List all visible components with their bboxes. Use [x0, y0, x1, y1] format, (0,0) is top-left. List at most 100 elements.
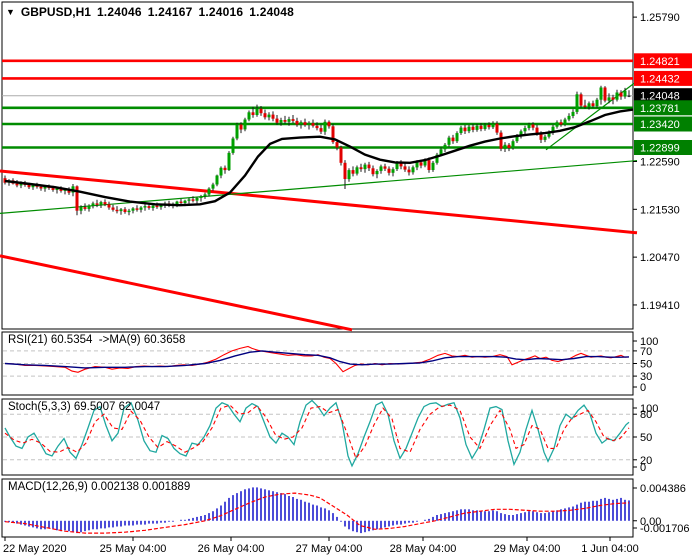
candle-body	[483, 124, 487, 129]
ohlc-close: 1.24048	[249, 5, 295, 19]
candle-body	[591, 103, 595, 106]
price-tag-label: 1.23420	[640, 119, 680, 131]
candle-body	[39, 186, 43, 189]
candle-body	[371, 168, 375, 175]
time-axis-label: 22 May 2020	[3, 543, 67, 555]
candle-body	[59, 188, 63, 191]
rsi-indicator-label: RSI(21) 60.5354 ->MA(9) 60.3658	[8, 334, 186, 346]
rsi-scale-label: 0	[640, 382, 646, 394]
trendline[interactable]	[0, 169, 638, 235]
candle-body	[135, 208, 139, 210]
candle-body	[303, 122, 307, 125]
time-axis-label: 27 May 04:00	[296, 543, 363, 555]
candle-body	[527, 124, 531, 129]
candle-body	[347, 170, 351, 180]
candle-body	[479, 125, 483, 129]
candle-body	[455, 133, 459, 142]
candle-body	[519, 131, 523, 137]
symbol-dropdown-icon[interactable]: ▼	[6, 7, 15, 17]
candle-body	[507, 144, 511, 148]
candle-body	[475, 125, 479, 130]
price-axis: 1.25790 1.22590 1.21530 1.20470 1.19410 1.248…	[633, 12, 692, 312]
candle-body	[583, 105, 587, 107]
candle-body	[155, 205, 159, 208]
candle-body	[79, 207, 83, 211]
candle-body	[503, 144, 507, 149]
price-tag	[634, 100, 692, 116]
candle-body	[447, 137, 451, 145]
trendline[interactable]	[545, 82, 635, 151]
stoch-scale-label: 0	[640, 462, 646, 474]
price-tag-label: 1.24048	[640, 91, 680, 103]
time-axis-label: 28 May 04:00	[390, 543, 457, 555]
time-axis-label: 1 Jun 04:00	[581, 543, 639, 555]
candle-body	[119, 209, 123, 212]
candle-body	[411, 167, 415, 173]
candle-body	[467, 126, 471, 132]
candle-body	[335, 142, 339, 148]
candle-body	[555, 122, 559, 127]
candle-body	[207, 188, 211, 195]
macd-panel-border	[1, 478, 634, 538]
candle-body	[355, 167, 359, 174]
price-axis-label: 1.21530	[640, 204, 680, 216]
candle-body	[203, 194, 207, 197]
candle-body	[327, 121, 331, 127]
candle-body	[287, 119, 291, 122]
candle-body	[251, 112, 255, 115]
time-axis-label: 29 May 04:00	[494, 543, 561, 555]
trendline[interactable]	[0, 160, 638, 214]
rsi-scale-label: 70	[640, 346, 652, 358]
candle-body	[183, 200, 187, 203]
candle-body	[143, 206, 147, 208]
candle-body	[439, 149, 443, 155]
candle-body	[587, 103, 591, 107]
candle-body	[383, 166, 387, 169]
candle-body	[343, 162, 347, 179]
price-tag	[634, 88, 692, 104]
candle-body	[271, 114, 275, 119]
candle-body	[279, 120, 283, 123]
candle-body	[551, 126, 555, 133]
candle-body	[375, 171, 379, 175]
candle-body	[127, 210, 131, 213]
candle-body	[199, 196, 203, 198]
candle-body	[399, 162, 403, 167]
candle-body	[215, 175, 219, 185]
candle-body	[435, 154, 439, 163]
candle-body	[451, 137, 455, 142]
price-axis-label: 1.25790	[640, 12, 680, 24]
candle-body	[471, 126, 475, 130]
candle-body	[139, 207, 143, 210]
candle-body	[283, 120, 287, 122]
macd-scale-label: 0.004386	[640, 483, 686, 495]
candle-body	[111, 207, 115, 210]
candle-body	[55, 188, 59, 190]
candle-body	[259, 108, 263, 114]
candle-body	[159, 204, 163, 208]
rsi-series-line	[4, 350, 630, 369]
candle-body	[91, 203, 95, 206]
candle-body	[427, 160, 431, 170]
candle-body	[323, 121, 327, 132]
candle-body	[191, 199, 195, 201]
candle-body	[463, 127, 467, 132]
candle-body	[459, 127, 463, 133]
candle-body	[627, 95, 631, 97]
candle-body	[623, 90, 627, 97]
price-tag	[634, 116, 692, 132]
candle-body	[575, 94, 579, 112]
candle-body	[603, 87, 607, 101]
candle-body	[223, 167, 227, 171]
trendline[interactable]	[0, 254, 353, 332]
price-tag	[634, 53, 692, 69]
macd-indicator-label: MACD(12,26,9) 0.002138 0.001889	[8, 481, 191, 493]
stoch-scale-label: 50	[640, 432, 652, 444]
trendlines[interactable]	[0, 82, 638, 332]
candle-body	[359, 167, 363, 170]
time-axis-label: 25 May 04:00	[100, 543, 167, 555]
candle-body	[95, 203, 99, 205]
candle-body	[511, 141, 515, 148]
candle-body	[379, 166, 383, 171]
